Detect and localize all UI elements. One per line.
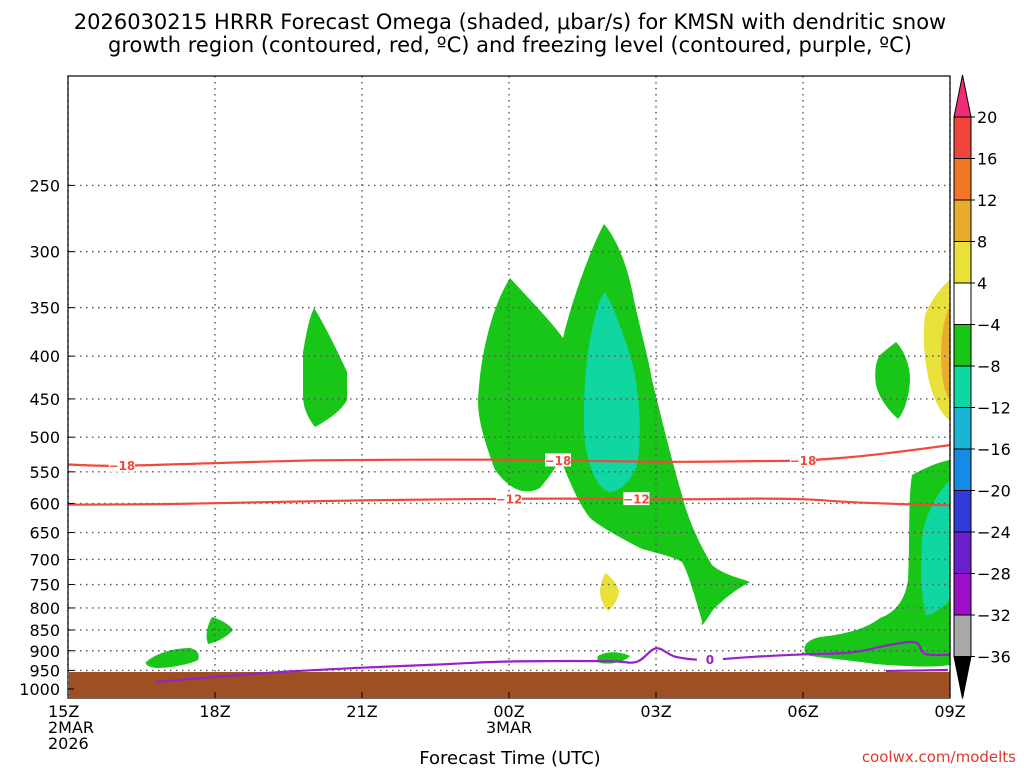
omega-region-18z-upper: [303, 308, 347, 427]
y-tick-label-600: 600: [29, 494, 60, 513]
x-tick-label-3-0: 18Z: [199, 702, 230, 721]
freezing-contour-label: 0: [706, 653, 714, 667]
y-axis: 250 300 350 400 450 500 550 600 650 700 750 800 850 9…: [19, 176, 74, 699]
colorbar-segment-2: [953, 158, 972, 201]
omega-region-late-mid: [875, 342, 910, 419]
omega-region-cyan-core: [583, 292, 640, 492]
chart-title-line-1: 2026030215 HRRR Forecast Omega (shaded, …: [74, 10, 946, 34]
dgz-contour-label-1-1: −12: [623, 493, 650, 507]
colorbar-segment-8: [953, 407, 972, 450]
colorbar: 20 16 12 8 4 −4 −8 −12 −16 −20 −24 −28 −32 −36: [953, 74, 1011, 699]
credit-text: coolwx.com/modelts: [862, 748, 1016, 766]
y-tick-label-350: 350: [29, 299, 60, 318]
colorbar-segment-6: [953, 324, 972, 367]
colorbar-segment-13: [953, 614, 972, 657]
colorbar-label-12: −32: [977, 606, 1011, 625]
omega-region-low-left: [145, 648, 199, 668]
colorbar-segment-10: [953, 490, 972, 533]
colorbar-segment-7: [953, 365, 972, 408]
x-tick-label-0-2: 2026: [48, 734, 89, 753]
colorbar-label-13: −36: [977, 648, 1011, 667]
omega-region-late-low: [804, 460, 950, 667]
omega-region-late-orange: [941, 305, 950, 400]
dgz-contour-label-1-1-bg: [623, 492, 650, 506]
y-tick-label-900: 900: [29, 642, 60, 661]
y-tick-label-400: 400: [29, 347, 60, 366]
dgz-contour-label-1-0: −12: [496, 492, 523, 506]
colorbar-bottom-arrow: [953, 656, 972, 699]
dgz-contours: −18 −18 −18 −12 −12: [67, 444, 951, 507]
y-tick-label-250: 250: [29, 176, 60, 195]
y-tick-label-750: 750: [29, 576, 60, 595]
dgz-contour-label-0-2: −18: [790, 454, 817, 468]
y-tick-label-650: 650: [29, 524, 60, 543]
omega-region-late-yellow: [923, 280, 950, 420]
colorbar-segment-11: [953, 531, 972, 574]
x-tick-label-15-0: 06Z: [787, 702, 818, 721]
colorbar-segment-4: [953, 241, 972, 284]
y-tick-label-300: 300: [29, 243, 60, 262]
omega-region-late-cyan: [921, 480, 950, 615]
colorbar-label-5: −4: [977, 316, 1001, 335]
colorbar-segment-9: [953, 448, 972, 491]
omega-region-yellow-small: [600, 573, 619, 611]
dgz-contour-label-0-0: −18: [109, 459, 136, 473]
y-tick-label-800: 800: [29, 599, 60, 618]
y-tick-label-450: 450: [29, 390, 60, 409]
colorbar-segment-12: [953, 573, 972, 616]
colorbar-label-3: 8: [977, 233, 987, 252]
colorbar-label-8: −16: [977, 440, 1011, 459]
freezing-contour-line: [156, 640, 951, 684]
x-axis-label: Forecast Time (UTC): [419, 748, 600, 768]
y-tick-label-850: 850: [29, 621, 60, 640]
colorbar-label-1: 16: [977, 150, 997, 169]
x-tick-label-9-0: 00Z: [493, 702, 524, 721]
y-tick-label-500: 500: [29, 428, 60, 447]
colorbar-label-11: −28: [977, 565, 1011, 584]
x-tick-label-9-1: 3MAR: [486, 718, 532, 737]
x-tick-label-0-1: 2MAR: [48, 718, 94, 737]
colorbar-segment-1: [953, 116, 972, 159]
dgz-contour-label-1-0-bg: [496, 491, 522, 505]
x-tick-label-0-0: 15Z: [48, 702, 79, 721]
y-tick-label-1000: 1000: [19, 680, 60, 699]
y-tick-label-950: 950: [29, 661, 60, 680]
colorbar-segment-5: [953, 282, 972, 325]
colorbar-top-arrow: [953, 74, 972, 118]
dgz-contour-label-0-1-bg: [545, 453, 571, 467]
colorbar-label-6: −8: [977, 357, 1001, 376]
colorbar-label-4: 4: [977, 274, 987, 293]
y-tick-label-700: 700: [29, 550, 60, 569]
freezing-contour: 0: [156, 640, 951, 684]
colorbar-label-9: −20: [977, 482, 1011, 501]
dgz-contour-label-0-1: −18: [545, 454, 572, 468]
colorbar-label-7: −12: [977, 399, 1011, 418]
y-tick-label-550: 550: [29, 463, 60, 482]
omega-region-low-left-2: [206, 617, 233, 644]
dgz-contour-label-0-2-bg: [790, 453, 816, 467]
colorbar-label-10: −24: [977, 523, 1011, 542]
freezing-contour-fragment: [885, 668, 949, 673]
x-tick-label-12-0: 03Z: [640, 702, 671, 721]
colorbar-segment-3: [953, 199, 972, 242]
x-tick-label-18-0: 09Z: [934, 702, 965, 721]
x-tick-label-6-0: 21Z: [346, 702, 377, 721]
colorbar-label-0: 20: [977, 108, 997, 127]
dgz-contour-label-0-0-bg: [108, 458, 135, 472]
chart-title-line-2: growth region (contoured, red, ºC) and f…: [108, 33, 912, 57]
freezing-contour-label-bg: [696, 652, 723, 666]
colorbar-label-2: 12: [977, 191, 997, 210]
dgz-contour-line-1: [67, 497, 951, 507]
